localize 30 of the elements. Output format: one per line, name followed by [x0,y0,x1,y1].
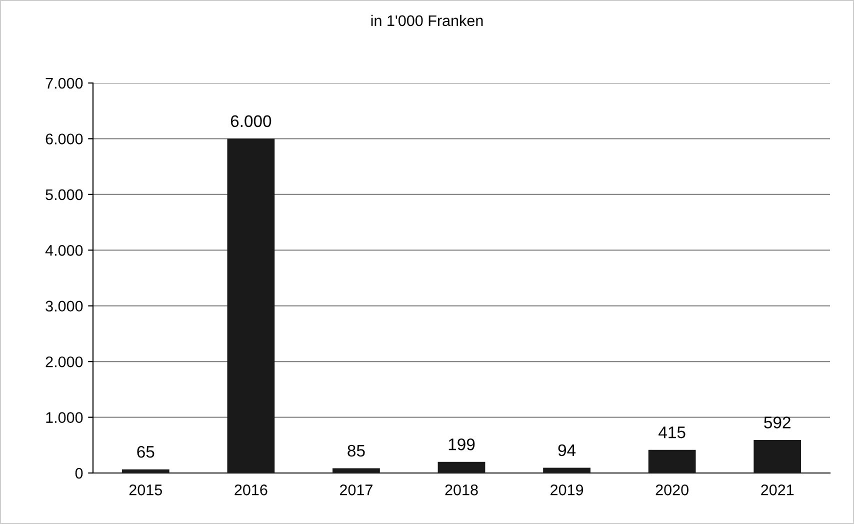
data-label: 6.000 [230,115,272,128]
x-tick-label: 2020 [656,484,688,496]
x-tick-label: 2017 [340,484,372,496]
data-label: 199 [448,438,475,450]
y-tick-label: 2.000 [46,356,83,368]
data-label: 94 [558,444,576,456]
y-tick-label: 0 [75,468,83,479]
y-tick-label: 5.000 [46,189,83,200]
x-tick-label: 2018 [445,484,478,496]
chart-title: in 1'000 Franken [371,14,483,26]
bar [438,462,486,473]
x-tick-label: 2016 [234,484,268,496]
data-label: 85 [348,444,365,457]
x-tick-label: 2015 [129,484,162,496]
data-label: 65 [137,446,154,458]
data-label: 592 [764,416,790,428]
bar [122,469,170,473]
bar [648,450,696,473]
bar [332,468,380,473]
x-tick-label: 2019 [550,484,584,496]
y-tick-label: 6.000 [46,134,83,144]
y-tick-label: 3.000 [46,300,83,312]
x-tick-label: 2021 [761,484,794,496]
y-tick-label: 1.000 [46,412,83,423]
y-tick-label: 4.000 [45,245,83,256]
bar [227,138,275,473]
bar [754,440,802,473]
data-label: 415 [658,426,686,438]
y-tick-label: 7.000 [46,78,83,89]
bar [543,468,590,473]
